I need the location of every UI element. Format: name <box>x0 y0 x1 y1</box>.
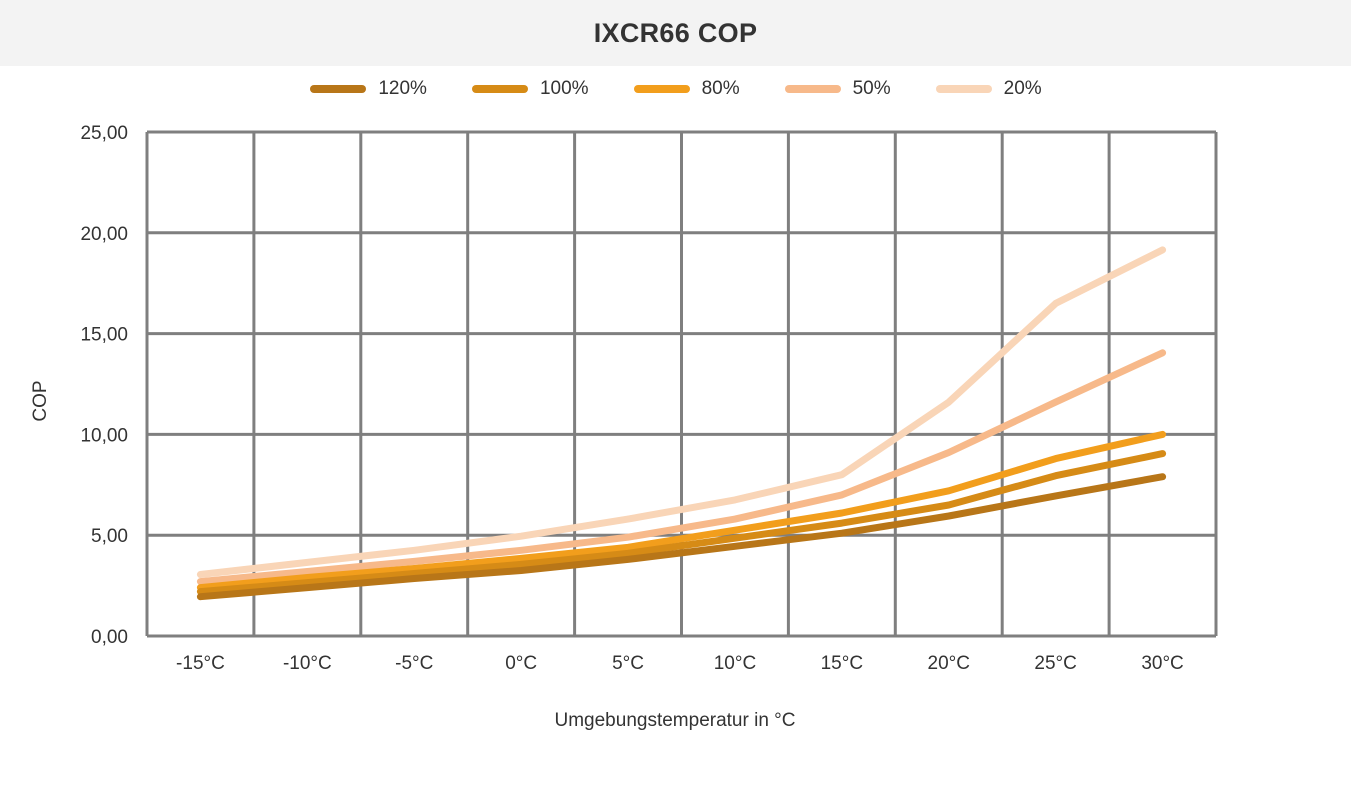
x-tick-label: 5°C <box>612 653 644 674</box>
legend-item: 20% <box>935 78 1042 100</box>
y-tick-label: 20,00 <box>80 224 128 245</box>
x-tick-label: 30°C <box>1141 653 1183 674</box>
y-tick-label: 5,00 <box>91 526 128 547</box>
legend-swatch <box>471 85 528 93</box>
x-tick-label: 10°C <box>714 653 756 674</box>
legend-label: 120% <box>378 78 427 99</box>
legend-label: 50% <box>852 78 891 99</box>
chart-title-bar: IXCR66 COP <box>0 0 1351 66</box>
x-tick-label: 0°C <box>505 653 537 674</box>
x-axis-ticks: -15°C -10°C -5°C 0°C 5°C 10°C 15°C 20°C 25°C 30°C <box>176 653 1184 674</box>
legend-item: 80% <box>633 78 740 100</box>
series-line <box>196 430 1167 592</box>
y-tick-label: 25,00 <box>80 123 128 144</box>
x-tick-label: 20°C <box>928 653 970 674</box>
y-axis-label: COP <box>30 380 51 421</box>
legend-item: 100% <box>471 78 589 100</box>
x-tick-label: 25°C <box>1034 653 1076 674</box>
legend-swatch <box>784 85 841 93</box>
legend-swatch <box>310 85 367 93</box>
legend-item: 50% <box>784 78 891 100</box>
chart-grid <box>145 130 1218 638</box>
legend-swatch <box>633 85 690 93</box>
x-tick-label: 15°C <box>821 653 863 674</box>
x-tick-label: -15°C <box>176 653 225 674</box>
legend-item: 120% <box>310 78 427 100</box>
chart-legend: 120% 100% 80% 50% 20% <box>0 76 1351 102</box>
series-line <box>196 473 1167 601</box>
x-tick-label: -5°C <box>395 653 433 674</box>
y-tick-label: 15,00 <box>80 325 128 346</box>
y-axis-ticks: 0,00 5,00 10,00 15,00 20,00 25,00 <box>80 123 128 648</box>
series-line <box>196 246 1167 578</box>
legend-swatch <box>935 85 992 93</box>
series-line <box>196 349 1167 586</box>
y-tick-label: 10,00 <box>80 425 128 446</box>
legend-label: 80% <box>701 78 740 99</box>
x-axis-label: Umgebungstemperatur in °C <box>555 710 796 731</box>
legend-label: 20% <box>1003 78 1042 99</box>
chart-series <box>196 246 1167 601</box>
chart-title: IXCR66 COP <box>593 17 758 48</box>
series-line <box>196 450 1167 596</box>
legend-label: 100% <box>539 78 589 99</box>
y-tick-label: 0,00 <box>91 627 128 648</box>
x-tick-label: -10°C <box>283 653 332 674</box>
